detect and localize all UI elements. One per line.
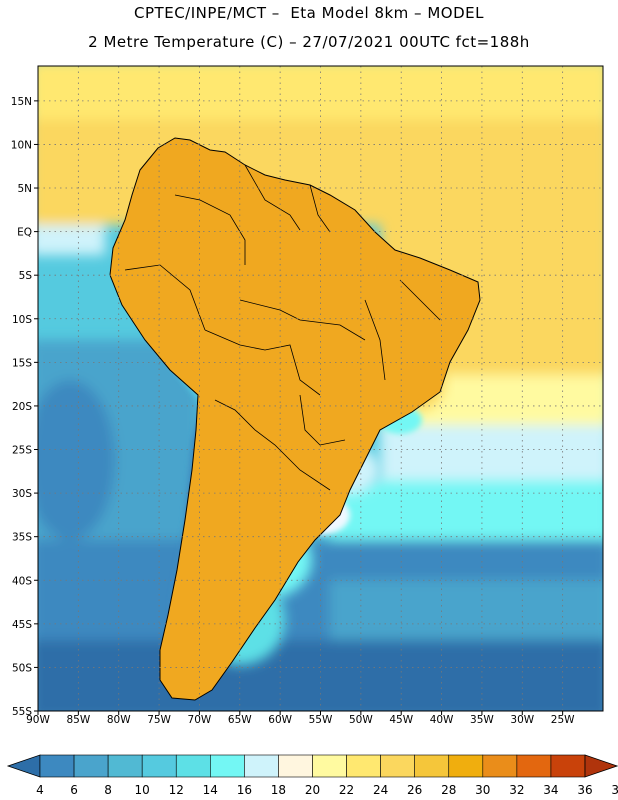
- border-guyana: [309, 184, 331, 233]
- lon-tick-label: 75W: [147, 714, 171, 726]
- colorbar-segment: [482, 754, 518, 778]
- colorbar-segment: [107, 754, 143, 778]
- colorbar-segment: [244, 754, 279, 778]
- chart-title-line2: 2 Metre Temperature (C) – 27/07/2021 00U…: [88, 33, 530, 51]
- lat-tick-label: EQ: [17, 227, 32, 239]
- south-atlantic-band: [330, 580, 603, 640]
- colorbar-arrow-high: [584, 754, 618, 778]
- lat-tick-label: 10N: [11, 139, 32, 151]
- lon-tick-label: 70W: [188, 714, 212, 726]
- colorbar-label: 24: [373, 783, 388, 797]
- lat-tick-label: 5N: [17, 183, 32, 195]
- colorbar-label: 10: [135, 783, 150, 797]
- colorbar-segment: [346, 754, 381, 778]
- colorbar-segment: [175, 754, 211, 778]
- colorbar-segment: [380, 754, 415, 778]
- lat-tick-label: 55S: [12, 706, 32, 718]
- lon-tick-label: 90W: [26, 714, 50, 726]
- lon-tick-label: 35W: [470, 714, 494, 726]
- lat-tick-label: 45S: [12, 619, 32, 631]
- colorbar-segment: [516, 754, 552, 778]
- latitude-labels: 15N 10N 5N EQ 5S 10S 15S 20S 25S 30S 35S 40S 45S 50S 5…: [11, 96, 38, 718]
- temperature-field: [38, 66, 603, 711]
- lon-tick-label: 50W: [349, 714, 373, 726]
- lat-tick-label: 25S: [12, 445, 32, 457]
- caribbean-band: [38, 66, 603, 120]
- lat-tick-label: 35S: [12, 532, 32, 544]
- colorbar-segment: [73, 754, 109, 778]
- colorbar-label: 4: [36, 783, 44, 797]
- colorbar-segment: [278, 754, 313, 778]
- colorbar-segment: [312, 754, 347, 778]
- colorbar-label: 30: [475, 783, 490, 797]
- lat-tick-label: 50S: [12, 662, 32, 674]
- border-states-2: [364, 299, 386, 381]
- colorbar-label: 6: [70, 783, 78, 797]
- border-paraguay: [299, 394, 346, 446]
- colorbar-segment: [550, 754, 586, 778]
- map-gridlines: [38, 66, 603, 711]
- atlantic-cool-band: [380, 425, 603, 480]
- colorbar: 4 6 8 10 12 14 16 18 20 22 24 26 28 30 32 34 36 38: [6, 754, 618, 797]
- border-venezuela: [244, 164, 301, 231]
- colorbar-label: 20: [305, 783, 320, 797]
- border-argentina: [214, 399, 331, 491]
- border-states: [239, 299, 366, 341]
- colorbar-label: 16: [237, 783, 252, 797]
- colorbar-label: 8: [104, 783, 112, 797]
- border-ecuador-peru: [124, 264, 206, 331]
- lon-tick-label: 40W: [430, 714, 454, 726]
- colorbar-arrow-low: [6, 754, 41, 778]
- colorbar-segment: [448, 754, 484, 778]
- colorbar-segment: [141, 754, 177, 778]
- lat-tick-label: 5S: [19, 270, 33, 282]
- lon-tick-label: 25W: [551, 714, 575, 726]
- atlantic-cold-band: [330, 480, 603, 540]
- colorbar-segment: [210, 754, 245, 778]
- border-bolivia: [204, 329, 321, 396]
- colorbar-label: 36: [577, 783, 592, 797]
- colorbar-segment: [414, 754, 450, 778]
- lat-tick-label: 15N: [11, 96, 32, 108]
- lat-tick-label: 10S: [12, 314, 32, 326]
- lon-tick-label: 60W: [268, 714, 292, 726]
- colorbar-segment: [39, 754, 75, 778]
- colorbar-label: 34: [543, 783, 558, 797]
- border-colombia: [174, 194, 246, 265]
- lat-tick-label: 20S: [12, 401, 32, 413]
- colorbar-label: 22: [339, 783, 354, 797]
- lon-tick-label: 85W: [66, 714, 90, 726]
- lon-tick-label: 65W: [228, 714, 252, 726]
- lat-tick-label: 15S: [12, 357, 32, 369]
- lon-tick-label: 80W: [107, 714, 131, 726]
- colorbar-label: 14: [203, 783, 218, 797]
- lon-tick-label: 55W: [309, 714, 333, 726]
- border-states-3: [399, 279, 441, 321]
- pacific-cold-patch: [38, 380, 115, 540]
- lon-tick-label: 30W: [510, 714, 534, 726]
- country-borders: [109, 137, 481, 701]
- colorbar-label: 32: [509, 783, 524, 797]
- colorbar-label: 26: [407, 783, 422, 797]
- chart-title-line1: CPTEC/INPE/MCT – Eta Model 8km – MODEL: [134, 4, 484, 22]
- colorbar-label: 18: [271, 783, 286, 797]
- colorbar-label: 38: [611, 783, 618, 797]
- lon-tick-label: 45W: [389, 714, 413, 726]
- pacific-eq-band: [38, 225, 105, 255]
- longitude-labels: 90W 85W 80W 75W 70W 65W 60W 55W 50W 45W 40W 35W 30W 2…: [26, 711, 575, 726]
- colorbar-label: 12: [169, 783, 184, 797]
- southern-coldest-band: [38, 640, 603, 711]
- lat-tick-label: 40S: [12, 575, 32, 587]
- colorbar-label: 28: [441, 783, 456, 797]
- lat-tick-label: 30S: [12, 488, 32, 500]
